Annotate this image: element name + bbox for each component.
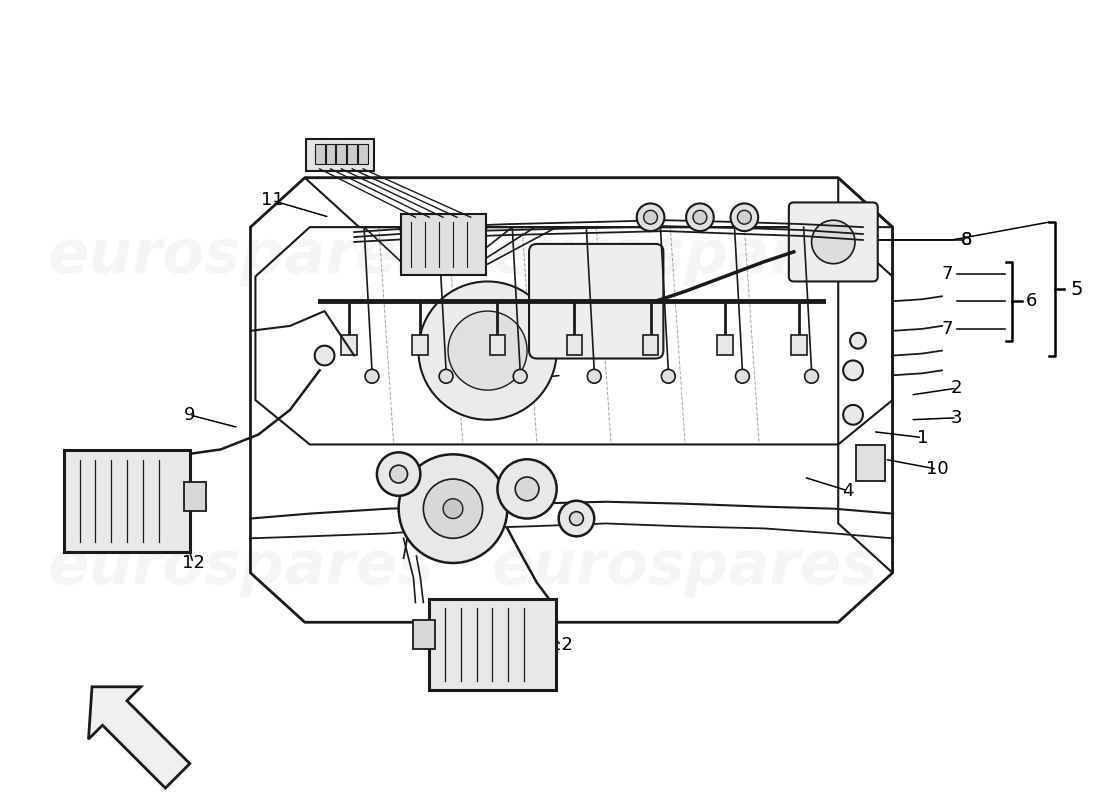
Text: eurospares: eurospares — [47, 227, 433, 286]
FancyBboxPatch shape — [791, 335, 806, 354]
Text: 12: 12 — [550, 636, 573, 654]
Circle shape — [812, 220, 855, 264]
Text: 8: 8 — [961, 231, 972, 249]
FancyBboxPatch shape — [341, 335, 358, 354]
Circle shape — [424, 479, 483, 538]
Text: 7: 7 — [942, 265, 953, 282]
Text: 10: 10 — [926, 460, 948, 478]
Text: 6: 6 — [1026, 292, 1037, 310]
Circle shape — [377, 452, 420, 496]
Text: 9: 9 — [184, 406, 195, 424]
FancyBboxPatch shape — [315, 144, 324, 164]
Circle shape — [693, 210, 707, 224]
Text: 7: 7 — [942, 320, 953, 338]
Circle shape — [804, 370, 818, 383]
Text: 1: 1 — [492, 374, 503, 391]
FancyBboxPatch shape — [789, 202, 878, 282]
Circle shape — [737, 210, 751, 224]
Circle shape — [448, 311, 527, 390]
FancyBboxPatch shape — [337, 144, 346, 164]
Circle shape — [736, 370, 749, 383]
Circle shape — [570, 512, 583, 526]
Circle shape — [587, 370, 602, 383]
FancyBboxPatch shape — [490, 335, 505, 354]
Circle shape — [418, 282, 557, 420]
FancyBboxPatch shape — [566, 335, 582, 354]
FancyBboxPatch shape — [429, 598, 556, 690]
Circle shape — [559, 501, 594, 536]
Text: 3: 3 — [952, 409, 962, 426]
FancyBboxPatch shape — [64, 450, 190, 552]
Text: 1: 1 — [916, 429, 928, 446]
Circle shape — [686, 203, 714, 231]
FancyBboxPatch shape — [185, 482, 206, 510]
Circle shape — [497, 459, 557, 518]
FancyBboxPatch shape — [717, 335, 733, 354]
Circle shape — [315, 346, 334, 366]
FancyBboxPatch shape — [326, 144, 336, 164]
Circle shape — [389, 465, 407, 483]
Text: 11: 11 — [261, 191, 284, 210]
Circle shape — [850, 333, 866, 349]
Text: 8: 8 — [961, 231, 972, 249]
FancyBboxPatch shape — [856, 446, 884, 481]
Circle shape — [365, 370, 378, 383]
Text: 2: 2 — [952, 379, 962, 397]
Text: 4: 4 — [843, 482, 854, 500]
FancyBboxPatch shape — [642, 335, 659, 354]
Circle shape — [439, 370, 453, 383]
Circle shape — [443, 498, 463, 518]
Circle shape — [515, 477, 539, 501]
FancyBboxPatch shape — [306, 139, 374, 171]
Text: eurospares: eurospares — [492, 227, 879, 286]
FancyBboxPatch shape — [400, 214, 485, 274]
FancyBboxPatch shape — [529, 244, 663, 358]
Circle shape — [730, 203, 758, 231]
Circle shape — [844, 361, 862, 380]
FancyBboxPatch shape — [414, 620, 436, 649]
Circle shape — [661, 370, 675, 383]
Circle shape — [844, 405, 862, 425]
Circle shape — [514, 370, 527, 383]
FancyBboxPatch shape — [412, 335, 428, 354]
Circle shape — [637, 203, 664, 231]
Text: 5: 5 — [1070, 280, 1082, 299]
Text: eurospares: eurospares — [47, 538, 433, 598]
Polygon shape — [88, 686, 190, 788]
FancyBboxPatch shape — [348, 144, 358, 164]
Text: 12: 12 — [182, 554, 205, 572]
Circle shape — [398, 454, 507, 563]
FancyBboxPatch shape — [359, 144, 369, 164]
Circle shape — [644, 210, 658, 224]
Text: eurospares: eurospares — [492, 538, 879, 598]
